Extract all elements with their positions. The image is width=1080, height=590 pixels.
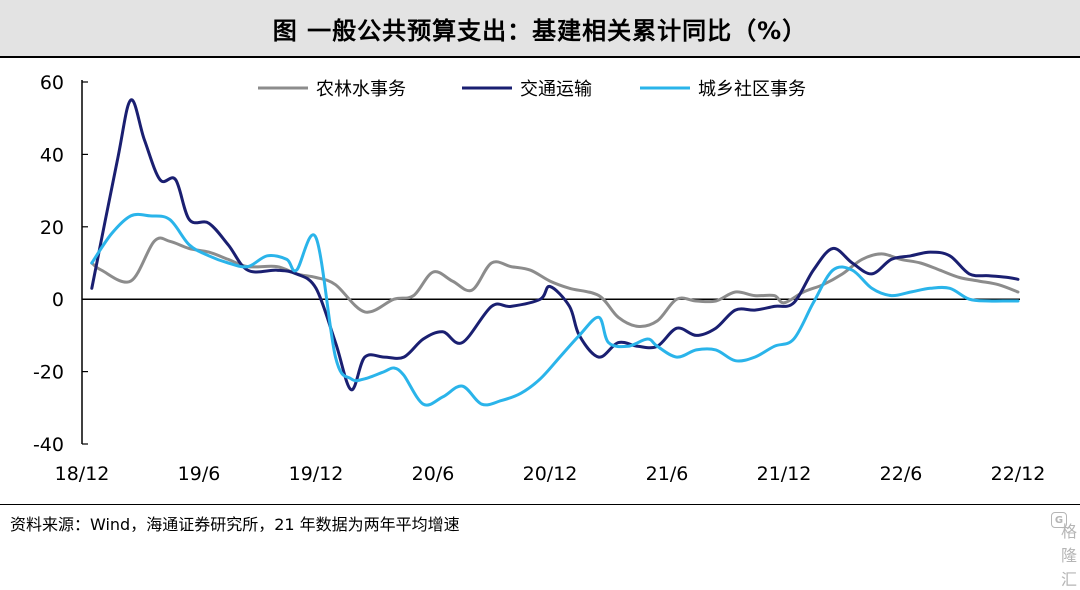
chart-title: 图 一般公共预算支出：基建相关累计同比（%） — [272, 16, 808, 45]
y-tick-label: 60 — [40, 72, 64, 94]
chart-axes: -40 -20 0 20 40 60 18/12 19/6 19/12 20/6 20/12 21/6… — [33, 72, 1045, 485]
y-tick-label: 40 — [40, 144, 64, 166]
x-tick-label: 22/6 — [880, 463, 923, 485]
chart-series-lines — [90, 98, 1020, 407]
watermark-logo-icon: G — [1051, 512, 1067, 528]
x-tick-label: 21/12 — [757, 463, 812, 485]
source-note: 资料来源：Wind，海通证券研究所，21 年数据为两年平均增速 — [10, 515, 460, 534]
x-tick-label: 20/12 — [523, 463, 578, 485]
legend-label: 农林水事务 — [316, 79, 406, 100]
line-chart: -40 -20 0 20 40 60 18/12 19/6 19/12 20/6 20/12 21/6… — [33, 72, 1045, 485]
x-tick-label: 21/6 — [646, 463, 689, 485]
series-line-0 — [90, 236, 1020, 329]
watermark-text: 格隆汇 — [1061, 522, 1078, 589]
y-tick-label: -20 — [33, 362, 64, 384]
x-tick-label: 20/6 — [412, 463, 455, 485]
legend-label: 交通运输 — [520, 79, 592, 100]
series-line-2 — [90, 212, 1020, 407]
y-tick-label: 0 — [52, 289, 64, 311]
legend-label: 城乡社区事务 — [698, 79, 806, 100]
y-tick-label: 20 — [40, 217, 64, 239]
x-tick-label: 19/6 — [178, 463, 221, 485]
x-tick-label: 19/12 — [289, 463, 344, 485]
x-tick-label: 18/12 — [55, 463, 110, 485]
y-tick-label: -40 — [33, 434, 64, 456]
x-tick-label: 22/12 — [991, 463, 1046, 485]
source-bar: 资料来源：Wind，海通证券研究所，21 年数据为两年平均增速 G 格隆汇 — [0, 504, 1080, 589]
series-line-1 — [90, 98, 1020, 392]
chart-legend: 农林水事务 交通运输 城乡社区事务 — [258, 79, 806, 100]
chart-title-bar: 图 一般公共预算支出：基建相关累计同比（%） — [0, 0, 1080, 58]
watermark: G 格隆汇 — [1051, 512, 1077, 589]
